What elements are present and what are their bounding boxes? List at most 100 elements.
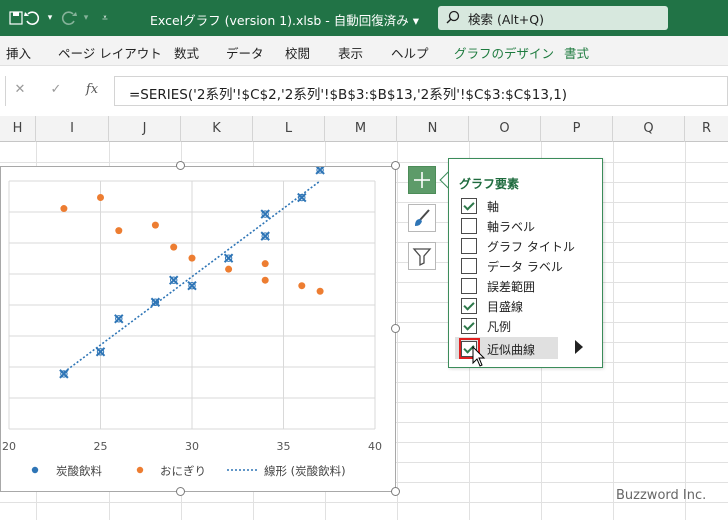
label-legend: 凡例: [487, 319, 512, 334]
redo-dropdown-icon[interactable]: ▾: [83, 13, 89, 23]
resize-handle-bottom[interactable]: [176, 487, 185, 496]
save-icon[interactable]: [8, 0, 24, 36]
data-point-series-1: [298, 282, 306, 290]
undo-icon[interactable]: [20, 0, 44, 36]
scatter-chart[interactable]: 20 25 30 35 40: [1, 167, 397, 493]
marker-ring: [224, 254, 233, 262]
check-icon: [463, 199, 475, 211]
tab-view[interactable]: 表示: [338, 46, 364, 61]
tab-chart-design[interactable]: グラフのデザイン: [454, 46, 555, 61]
column-header-q[interactable]: Q: [613, 116, 685, 142]
chevron-right-icon[interactable]: [575, 340, 583, 354]
marker-stroke: [260, 231, 270, 241]
label-chart-title: グラフ タイトル: [487, 239, 575, 254]
chart-element-gridlines[interactable]: 目盛線: [461, 297, 561, 315]
tab-page-layout[interactable]: ページ レイアウト: [58, 46, 162, 61]
check-icon: [463, 299, 475, 311]
chart-element-axis-titles[interactable]: 軸ラベル: [461, 217, 561, 235]
column-header-l[interactable]: L: [253, 116, 325, 142]
checkbox-error-bars[interactable]: [461, 278, 477, 294]
column-header-h[interactable]: H: [0, 116, 36, 142]
legend-markers: [31, 466, 259, 474]
enter-icon[interactable]: ✓: [50, 82, 62, 97]
data-point-series-0: [260, 231, 270, 241]
chart-filters-button[interactable]: [408, 242, 436, 270]
window-title[interactable]: Excelグラフ (version 1).xlsb - 自動回復済み ▾: [150, 13, 420, 28]
data-point-series-1: [261, 276, 269, 284]
tab-insert[interactable]: 挿入: [6, 46, 32, 61]
marker-stroke: [297, 192, 307, 203]
x-tick-label: 35: [277, 440, 291, 453]
marker-stroke: [168, 275, 179, 285]
data-point-series-0: [260, 209, 270, 219]
search-icon: [446, 10, 468, 27]
column-header-k[interactable]: K: [181, 116, 253, 142]
plus-icon: [414, 172, 430, 188]
checkbox-chart-title[interactable]: [461, 238, 477, 254]
label-gridlines: 目盛線: [487, 299, 524, 314]
legend-label-carbonated-drink: 炭酸飲料: [56, 464, 102, 478]
data-point-series-0: [59, 369, 69, 379]
data-point-series-0: [223, 253, 234, 263]
x-axis-ticks: 20 25 30 35 40: [2, 440, 382, 453]
column-header-j[interactable]: J: [109, 116, 181, 142]
chart-element-data-labels[interactable]: データ ラベル: [461, 257, 563, 275]
chart-styles-button[interactable]: [408, 204, 436, 232]
formula-input[interactable]: =SERIES('2系列'!$C$2,'2系列'!$B$3:$B$13,'2系列…: [114, 76, 728, 106]
column-header-m[interactable]: M: [325, 116, 397, 142]
title-bar: ▾ ▾ ⩡ Excelグラフ (version 1).xlsb - 自動回復済み…: [0, 0, 728, 36]
column-headers: H I J K L M N O P Q R: [0, 116, 728, 142]
x-tick-label: 30: [185, 440, 199, 453]
checkbox-axis[interactable]: [461, 198, 477, 214]
chart-element-axis[interactable]: 軸: [461, 197, 561, 215]
tab-help[interactable]: ヘルプ: [391, 46, 429, 61]
column-header-p[interactable]: P: [541, 116, 613, 142]
panel-title: グラフ要素: [459, 177, 520, 191]
customize-toolbar-icon[interactable]: ⩡: [102, 12, 108, 24]
column-header-n[interactable]: N: [397, 116, 469, 142]
cancel-icon[interactable]: ✕: [14, 82, 26, 97]
marker-ring: [261, 232, 269, 240]
data-point-series-0: [297, 192, 307, 203]
redo-icon[interactable]: [58, 0, 80, 36]
marker-stroke: [260, 209, 270, 219]
label-axis-titles: 軸ラベル: [487, 219, 536, 234]
chart-element-trendline[interactable]: 近似曲線: [461, 340, 561, 358]
marker-ring: [60, 370, 68, 378]
trendline-layer: [63, 180, 321, 373]
legend-label-onigiri: おにぎり: [160, 464, 206, 478]
data-point-series-0: [168, 275, 179, 285]
checkbox-gridlines[interactable]: [461, 298, 477, 314]
check-icon: [463, 319, 475, 331]
resize-handle-right[interactable]: [391, 324, 400, 333]
chart-area[interactable]: 20 25 30 35 40: [0, 166, 396, 492]
data-point-series-1: [97, 194, 104, 202]
marker-ring: [261, 210, 269, 218]
resize-handle-top-right[interactable]: [391, 161, 400, 170]
chart-elements-button[interactable]: [408, 166, 436, 194]
chart-elements-panel: グラフ要素 軸 軸ラベル グラフ タイトル データ ラベル 誤差範囲 目盛線 凡…: [448, 158, 603, 368]
column-header-o[interactable]: O: [469, 116, 541, 142]
insert-function-icon[interactable]: fx: [85, 82, 99, 97]
resize-handle-top[interactable]: [176, 161, 185, 170]
checkbox-axis-titles[interactable]: [461, 218, 477, 234]
tab-format[interactable]: 書式: [564, 46, 590, 61]
tab-formulas[interactable]: 数式: [174, 46, 200, 61]
data-point-series-1: [188, 254, 196, 262]
search-box[interactable]: 検索 (Alt+Q): [438, 6, 668, 30]
chart-element-error-bars[interactable]: 誤差範囲: [461, 277, 561, 295]
chart-element-legend[interactable]: 凡例: [461, 317, 561, 335]
resize-handle-bottom-right[interactable]: [391, 487, 400, 496]
checkbox-legend[interactable]: [461, 318, 477, 334]
tab-review[interactable]: 校閲: [285, 46, 311, 61]
column-header-i[interactable]: I: [36, 116, 109, 142]
data-point-series-1: [60, 205, 68, 213]
chart-element-chart-title[interactable]: グラフ タイトル: [461, 237, 575, 255]
checkbox-data-labels[interactable]: [461, 258, 477, 274]
data-point-series-1: [170, 243, 178, 251]
name-box[interactable]: [0, 76, 6, 106]
tab-data[interactable]: データ: [226, 46, 264, 61]
column-header-r[interactable]: R: [701, 121, 712, 136]
undo-dropdown-icon[interactable]: ▾: [47, 13, 53, 23]
marker-ring: [316, 167, 324, 174]
